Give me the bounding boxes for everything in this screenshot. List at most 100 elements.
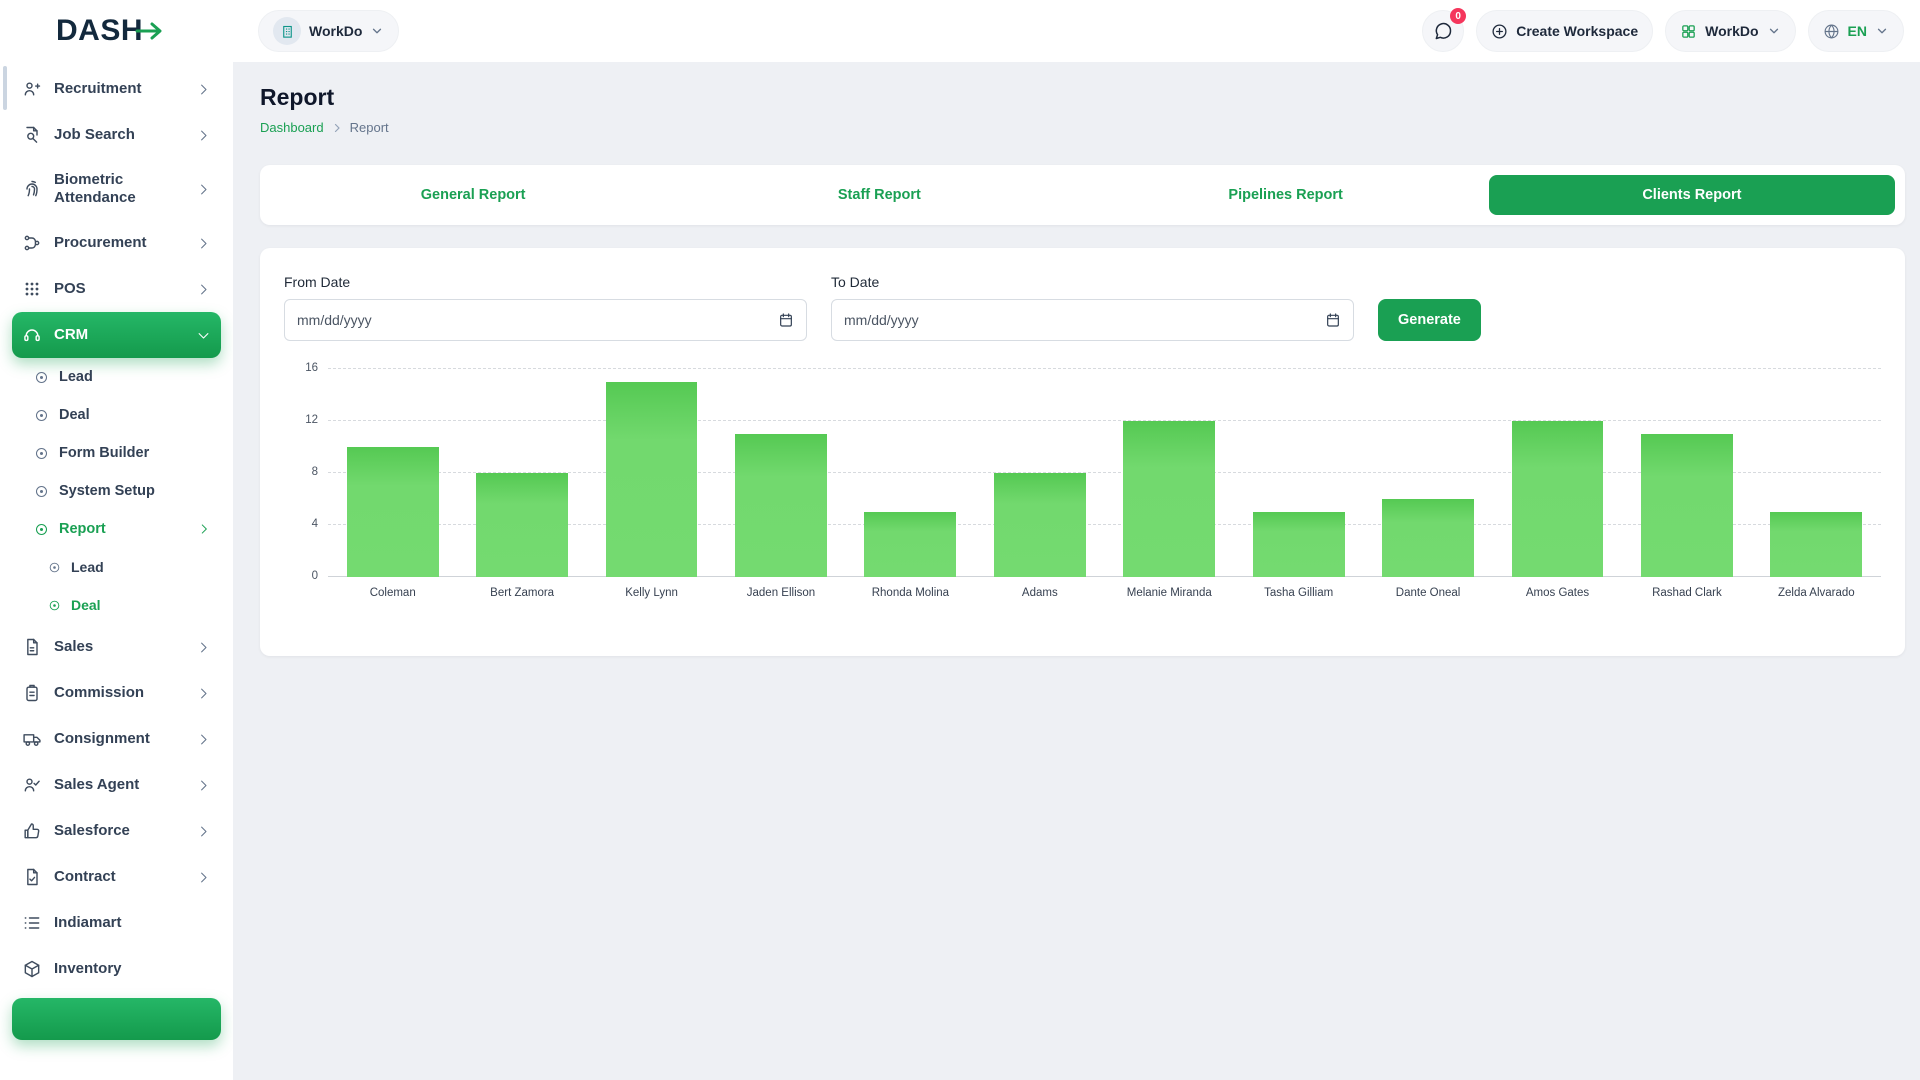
generate-button[interactable]: Generate: [1378, 299, 1481, 341]
x-axis-label: Melanie Miranda: [1126, 587, 1212, 599]
sidebar-item-pos[interactable]: POS: [12, 266, 221, 312]
chevron-right-icon: [331, 122, 343, 134]
chart-bars: [328, 369, 1881, 577]
tab-staff-report[interactable]: Staff Report: [837, 187, 921, 203]
sidebar-item-sales-agent[interactable]: Sales Agent: [12, 762, 221, 808]
sidebar-subitem-deal[interactable]: Deal: [12, 396, 221, 434]
bullet-icon: [35, 523, 48, 535]
sidebar-subitem-label: Lead: [71, 559, 104, 575]
sidebar-item-label: Contract: [54, 868, 116, 885]
recruitment-icon: [24, 82, 41, 96]
workdo-dropdown[interactable]: WorkDo: [1665, 10, 1796, 52]
y-tick-label: 4: [311, 518, 318, 530]
bar-melanie-miranda[interactable]: [1123, 421, 1216, 577]
sidebar-subitem-label: Lead: [59, 369, 93, 385]
bar-jaden-ellison[interactable]: [735, 434, 827, 577]
sidebar-item-label: Salesforce: [54, 822, 130, 839]
sidebar-subitem-report[interactable]: Report: [12, 510, 221, 548]
bar-rashad-clark[interactable]: [1640, 434, 1733, 577]
bar-slot: [716, 369, 845, 577]
bullet-icon: [35, 371, 48, 383]
messages-button[interactable]: 0: [1422, 8, 1467, 52]
bar-tasha-gilliam[interactable]: [1252, 512, 1345, 577]
workdo-dropdown-label: WorkDo: [1705, 23, 1759, 39]
sidebar-subitem-label: Form Builder: [59, 445, 150, 461]
bar-slot: [1493, 369, 1622, 577]
gridline: 4: [312, 518, 1881, 530]
x-axis-label: Kelly Lynn: [625, 587, 678, 599]
sidebar-item-biometric-attendance[interactable]: Biometric Attendance: [12, 158, 221, 220]
bar-rhonda-molina[interactable]: [864, 512, 957, 577]
from-date-field: From Date mm/dd/yyyy: [284, 274, 807, 341]
globe-icon: [1824, 24, 1838, 38]
from-date-label: From Date: [284, 274, 351, 290]
sidebar-subitem-label: Deal: [71, 597, 101, 613]
language-dropdown[interactable]: EN: [1807, 10, 1904, 52]
bullet-icon: [35, 409, 48, 421]
bar-coleman[interactable]: [346, 447, 439, 577]
sidebar-item-crm[interactable]: CRM: [12, 312, 221, 358]
logo-text: DASH: [56, 14, 144, 47]
bar-slot: [1752, 369, 1881, 577]
create-workspace-button[interactable]: Create Workspace: [1476, 10, 1654, 52]
sidebar-subitem-label: System Setup: [59, 483, 155, 499]
app-logo[interactable]: DASH: [56, 14, 246, 48]
chevron-down-icon: [1769, 28, 1778, 34]
tab-pipelines-report[interactable]: Pipelines Report: [1228, 187, 1343, 203]
x-axis-label: Bert Zamora: [490, 587, 555, 599]
sales-icon: [27, 638, 38, 656]
workspace-selector[interactable]: WorkDo: [258, 10, 400, 52]
bar-bert-zamora[interactable]: [476, 473, 569, 577]
tab-general-report[interactable]: General Report: [420, 187, 526, 203]
chevron-right-icon: [201, 84, 207, 94]
bar-slot: [846, 369, 975, 577]
sidebar-item-label: Indiamart: [54, 914, 122, 931]
breadcrumb-current: Report: [349, 120, 389, 135]
consignment-icon: [23, 734, 41, 746]
sidebar-item-consignment[interactable]: Consignment: [12, 716, 221, 762]
tab-clients-report[interactable]: Clients Report: [1488, 175, 1895, 215]
sidebar-item-commission[interactable]: Commission: [12, 670, 221, 716]
gridline: 8: [312, 466, 1881, 478]
bar-adams[interactable]: [993, 473, 1086, 577]
sidebar-subitem-lead[interactable]: Lead: [12, 358, 221, 396]
chevron-down-icon: [373, 28, 382, 34]
sidebar-item-indiamart[interactable]: Indiamart: [12, 900, 221, 946]
bullet-icon: [35, 485, 48, 497]
bar-amos-gates[interactable]: [1511, 421, 1604, 577]
breadcrumb: Dashboard Report: [260, 120, 1905, 135]
calendar-icon[interactable]: [1325, 312, 1341, 328]
gridline: 0: [312, 570, 1881, 582]
workspace-avatar-icon: [273, 17, 301, 45]
sidebar-item-job-search[interactable]: Job Search: [12, 112, 221, 158]
salesforce-icon: [24, 823, 40, 839]
sidebar-subitem-lead[interactable]: Lead: [12, 548, 221, 586]
clients-bar-chart: 16 12 8 4 0 Coleman Bert Zamora Kelly Lynn Jade…: [284, 362, 1881, 599]
sidebar-item-recruitment[interactable]: Recruitment: [12, 66, 221, 112]
gridline: 16: [305, 362, 1881, 374]
to-date-input[interactable]: mm/dd/yyyy: [831, 299, 1354, 341]
breadcrumb-dashboard-link[interactable]: Dashboard: [260, 120, 324, 135]
chevron-right-icon: [201, 826, 207, 836]
sidebar-item-label: Job Search: [54, 126, 135, 143]
sidebar-item-inventory[interactable]: Inventory: [12, 946, 221, 992]
chevron-right-icon: [201, 524, 207, 534]
calendar-icon[interactable]: [778, 312, 794, 328]
indiamart-icon: [24, 917, 40, 929]
bar-kelly-lynn[interactable]: [605, 382, 698, 577]
sidebar-item-sales[interactable]: Sales: [12, 624, 221, 670]
sidebar-subitem-system-setup[interactable]: System Setup: [12, 472, 221, 510]
sidebar-subitem-form-builder[interactable]: Form Builder: [12, 434, 221, 472]
sidebar-item-salesforce[interactable]: Salesforce: [12, 808, 221, 854]
logo-arrow-icon: [135, 22, 162, 40]
x-axis-label: Jaden Ellison: [746, 587, 816, 599]
sidebar-item-partial[interactable]: [12, 998, 221, 1040]
x-axis-label: Zelda Alvarado: [1777, 587, 1855, 599]
sidebar-subitem-deal[interactable]: Deal: [12, 586, 221, 624]
sidebar-item-contract[interactable]: Contract: [12, 854, 221, 900]
bar-zelda-alvarado[interactable]: [1770, 512, 1863, 577]
sidebar-item-procurement[interactable]: Procurement: [12, 220, 221, 266]
from-date-input[interactable]: mm/dd/yyyy: [284, 299, 807, 341]
chat-icon: [1435, 22, 1452, 40]
bar-dante-oneal[interactable]: [1382, 499, 1475, 577]
